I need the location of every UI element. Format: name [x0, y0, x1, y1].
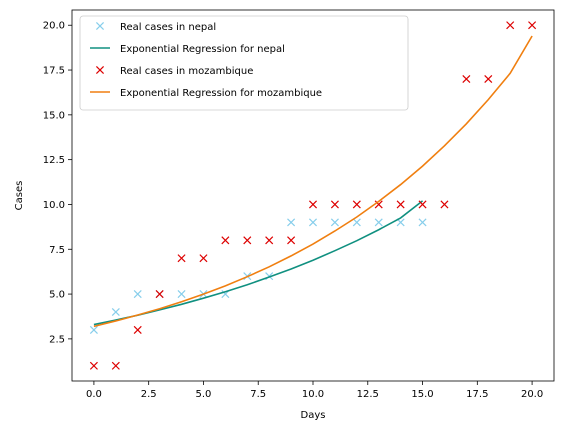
- legend-box: [79, 15, 409, 111]
- x-tick-label: 15.0: [411, 389, 433, 400]
- x-tick-label: 12.5: [357, 389, 379, 400]
- data-point: [89, 361, 98, 370]
- data-point: [352, 200, 361, 209]
- x-tick-label: 20.0: [521, 389, 543, 400]
- data-point: [440, 200, 449, 209]
- y-axis-label: Cases: [14, 181, 25, 211]
- series-line: [93, 35, 533, 328]
- data-point: [265, 236, 274, 245]
- data-point: [111, 361, 120, 370]
- legend-item: Real cases in nepal: [95, 21, 216, 33]
- series-0: [89, 218, 427, 334]
- x-axis: 0.0 2.5 5.0 7.5 10.0 12.5 15.0 17.5 20.0: [86, 381, 543, 400]
- legend-label: Exponential Regression for mozambique: [120, 88, 322, 99]
- y-tick-label: 10.0: [43, 200, 65, 211]
- legend-label: Exponential Regression for nepal: [120, 44, 285, 55]
- data-point: [177, 254, 186, 263]
- data-point: [374, 218, 383, 227]
- legend-label: Real cases in mozambique: [120, 66, 253, 77]
- data-point: [484, 74, 493, 84]
- data-point: [330, 218, 339, 227]
- data-point: [155, 290, 164, 299]
- data-point: [177, 290, 186, 299]
- data-point: [352, 218, 361, 227]
- data-point: [199, 254, 208, 263]
- legend-label: Real cases in nepal: [120, 22, 216, 33]
- data-point: [506, 21, 515, 30]
- data-point: [528, 21, 537, 30]
- series-1: [93, 200, 424, 326]
- y-tick-label: 17.5: [43, 66, 65, 77]
- x-tick-label: 5.0: [196, 389, 212, 400]
- data-point: [133, 325, 142, 334]
- data-point: [133, 290, 142, 299]
- data-point: [462, 74, 471, 84]
- legend-item: Exponential Regression for mozambique: [90, 88, 322, 99]
- y-tick-label: 15.0: [43, 110, 65, 121]
- x-tick-label: 2.5: [141, 389, 157, 400]
- data-point: [396, 200, 405, 209]
- data-point: [89, 325, 98, 334]
- x-tick-label: 17.5: [466, 389, 488, 400]
- y-tick-label: 5.0: [49, 290, 65, 301]
- x-tick-label: 10.0: [302, 389, 324, 400]
- data-point: [418, 218, 427, 227]
- series-3: [93, 35, 533, 328]
- data-point: [287, 236, 296, 245]
- legend: Real cases in nepal Exponential Regressio…: [79, 15, 409, 111]
- x-tick-label: 7.5: [250, 389, 266, 400]
- legend-item: Exponential Regression for nepal: [90, 44, 285, 55]
- legend-swatch: [95, 65, 105, 75]
- y-tick-label: 20.0: [43, 21, 65, 32]
- data-point: [308, 200, 318, 209]
- data-point: [374, 200, 383, 209]
- y-tick-label: 7.5: [49, 245, 65, 256]
- series-2: [89, 21, 537, 370]
- legend-swatch: [95, 21, 105, 31]
- x-tick-label: 0.0: [86, 389, 102, 400]
- y-tick-label: 2.5: [49, 334, 65, 345]
- legend-item: Real cases in mozambique: [95, 65, 253, 77]
- data-point: [308, 218, 318, 227]
- series-line: [93, 200, 424, 326]
- y-tick-label: 12.5: [43, 155, 65, 166]
- data-point: [243, 236, 252, 245]
- data-point: [330, 200, 339, 209]
- data-point: [221, 236, 230, 245]
- data-point: [111, 307, 120, 317]
- data-point: [418, 200, 427, 209]
- plot-marks: [89, 21, 537, 370]
- x-axis-label: Days: [301, 410, 326, 421]
- y-axis: 2.5 5.0 7.5 10.0 12.5 15.0 17.5 20.0: [43, 21, 72, 345]
- data-point: [287, 218, 296, 227]
